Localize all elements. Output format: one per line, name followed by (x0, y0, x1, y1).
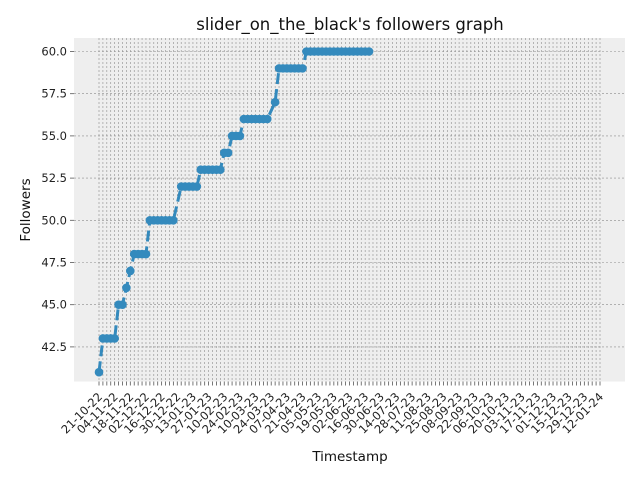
x-axis-label: Timestamp (311, 449, 387, 465)
data-point (270, 97, 280, 107)
data-point (141, 249, 151, 259)
data-point (216, 165, 225, 174)
data-point (118, 300, 127, 310)
y-tick-label: 42.5 (41, 340, 67, 354)
y-axis-label: Followers (18, 178, 34, 241)
data-point (192, 182, 202, 191)
data-point (298, 64, 307, 73)
chart-title: slider_on_the_black's followers graph (196, 15, 503, 35)
y-axis-ticks: 42.5 45.0 47.5 50.0 52.5 55.0 57.5 60.0 (41, 45, 74, 354)
data-point (122, 283, 131, 293)
data-point (235, 131, 245, 141)
data-point (364, 47, 374, 56)
plot-area (74, 38, 625, 382)
grid-lines (74, 38, 625, 382)
y-tick-label: 45.0 (41, 298, 67, 312)
y-tick-label: 52.5 (41, 171, 67, 185)
y-tick-label: 50.0 (41, 213, 67, 227)
data-point (126, 266, 135, 276)
data-point (110, 334, 119, 343)
y-tick-label: 57.5 (41, 87, 67, 101)
data-point (263, 114, 272, 124)
series-followers (94, 47, 374, 377)
data-point (94, 367, 104, 377)
y-tick-label: 55.0 (41, 129, 67, 143)
data-point (169, 216, 178, 225)
data-point (223, 148, 233, 158)
y-tick-label: 60.0 (41, 45, 67, 59)
y-tick-label: 47.5 (41, 255, 67, 269)
